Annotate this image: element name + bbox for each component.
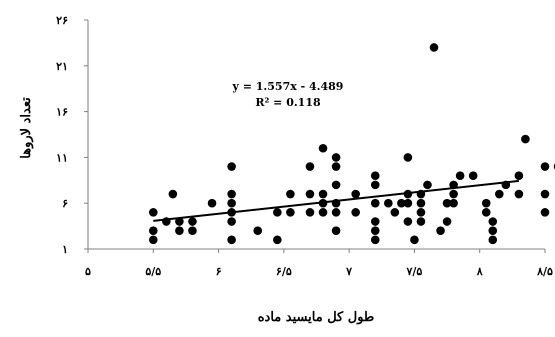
data-point [540,189,550,199]
data-point [481,198,491,208]
x-axis-title: طول کل مایسید ماده [258,310,375,325]
data-point [227,235,236,245]
data-point [416,217,426,226]
data-point [429,43,439,52]
data-point [188,226,197,235]
data-point [148,226,158,235]
data-point [442,217,452,226]
data-point [318,189,328,199]
y-tick-label: ۶ [62,197,68,210]
data-points [148,43,555,245]
data-point [488,226,498,235]
data-point [488,235,498,245]
data-point [514,189,524,199]
x-tick-label: ۷ [345,265,352,278]
data-point [331,226,341,235]
data-point [148,235,158,245]
data-point [286,208,295,217]
data-point [521,134,530,144]
data-point [403,198,413,208]
data-point [468,171,478,181]
trendline [153,179,519,222]
data-point [331,162,341,171]
data-point [495,189,504,199]
data-point [168,189,178,199]
data-point [370,217,380,226]
data-point [318,143,328,153]
data-point [481,208,491,217]
data-point [370,180,380,190]
data-point [273,208,282,217]
data-point [331,153,341,162]
y-tick-label: ۱۱ [56,151,68,164]
data-point [488,217,498,226]
data-point [188,217,197,226]
trendline-equation: y = 1.557x - 4.489 [232,80,344,93]
data-point [175,217,184,226]
data-point [403,153,413,162]
x-tick-label: ۶/۵ [276,265,292,278]
data-point [370,171,380,181]
data-point [227,189,236,199]
data-point [403,217,413,226]
data-point [436,226,445,235]
data-point [390,208,400,217]
data-point [227,198,236,208]
x-tick-group: ۵ ۵/۵ ۶ ۶/۵ ۷ ۷/۵ ۸ ۸/۵ [85,249,553,278]
data-point [410,235,419,245]
data-point [370,235,380,245]
data-point [514,171,524,181]
data-point [227,162,236,171]
data-point [416,198,426,208]
data-point [305,189,315,199]
data-point [331,180,341,190]
y-axis-title: تعداد لاروها [19,97,34,159]
data-point [416,208,426,217]
data-point [449,198,458,208]
x-tick-label: ۵ [85,265,91,278]
data-point [273,235,282,245]
data-point [227,217,236,226]
data-point [148,208,158,217]
data-point [397,198,406,208]
data-point [305,208,315,217]
data-point [449,189,458,199]
y-tick-label: ۲۶ [56,14,68,27]
x-tick-label: ۸ [476,265,483,278]
data-point [286,189,295,199]
data-point [442,198,452,208]
data-point [318,208,328,217]
x-tick-label: ۸/۵ [536,265,553,278]
data-point [253,226,263,235]
x-tick-label: ۵/۵ [145,265,161,278]
y-tick-label: ۱۶ [56,106,68,119]
data-point [384,198,393,208]
data-point [540,162,550,171]
y-tick-label: ۱ [62,243,68,256]
data-point [455,171,465,181]
data-point [331,208,341,217]
data-point [175,226,184,235]
y-tick-label: ۲۱ [56,60,68,73]
x-tick-label: ۶ [216,265,222,278]
data-point [423,180,432,190]
data-point [370,198,380,208]
data-point [351,208,360,217]
trendline-r2: R² = 0.118 [255,96,321,109]
x-tick-label: ۷/۵ [406,265,423,278]
data-point [207,198,217,208]
data-point [540,208,550,217]
data-point [305,162,315,171]
data-point [370,226,380,235]
data-point [351,189,360,199]
